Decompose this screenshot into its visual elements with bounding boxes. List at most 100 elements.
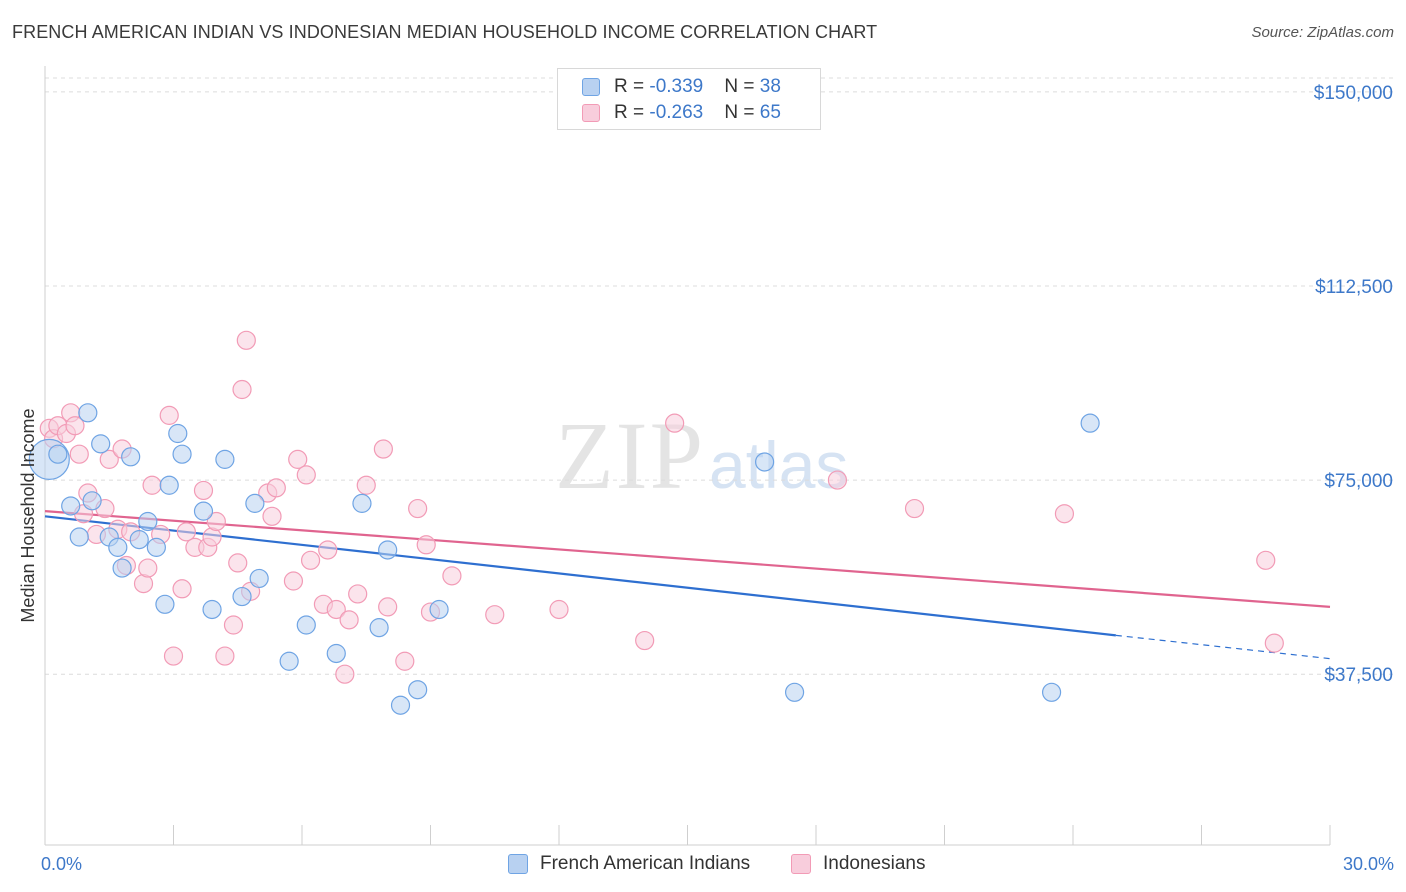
indonesians-point xyxy=(395,651,415,671)
french-american-indians-point xyxy=(138,511,158,532)
french-american-indians-point xyxy=(146,537,166,557)
french-american-indians-point xyxy=(279,651,299,671)
label-layer: $150,000 $112,500 $75,000 $37,500 0.0% 30.0% M… xyxy=(18,83,1394,874)
legend-label: French American Indians xyxy=(540,853,751,874)
french-american-indians-point xyxy=(91,434,111,454)
french-american-indians-point xyxy=(1041,682,1062,702)
indonesians-point xyxy=(159,405,179,425)
y-axis-label: Median Household Income xyxy=(18,408,38,622)
french-american-indians-point xyxy=(784,682,805,702)
indonesians-point xyxy=(485,605,505,625)
indonesians-point xyxy=(373,439,393,459)
indonesians-point xyxy=(232,379,252,400)
indonesians-trend-line xyxy=(44,510,1331,608)
french-american-indians-point xyxy=(390,695,411,715)
french-american-indians-point xyxy=(112,558,132,578)
axis-layer xyxy=(44,66,1331,846)
french-american-indians-point xyxy=(69,527,89,547)
indonesians-point xyxy=(326,599,346,620)
french-american-indians-point xyxy=(215,449,235,469)
indonesians-point xyxy=(378,597,398,617)
french-american-indians-point xyxy=(754,452,775,472)
french-american-indians-point xyxy=(61,496,81,516)
legend-r-value: -0.263 xyxy=(649,102,704,123)
legend-swatch-blue xyxy=(582,78,600,96)
french-american-indians-point xyxy=(168,423,188,444)
point-layer xyxy=(28,330,1284,715)
series-legend: French American Indians Indonesians xyxy=(0,852,1406,878)
indonesians-point xyxy=(283,571,304,591)
indonesians-point xyxy=(266,478,286,498)
indonesians-point xyxy=(549,599,569,620)
indonesians-point xyxy=(163,646,184,666)
french-american-indians-point xyxy=(249,568,269,589)
french-american-indians-point xyxy=(429,599,449,620)
french-american-indians-point xyxy=(326,643,346,664)
indonesians-point xyxy=(228,553,248,573)
french-american-indians-point xyxy=(121,447,141,467)
french-american-indians-point xyxy=(82,491,102,511)
indonesians-point xyxy=(215,646,235,666)
indonesians-point xyxy=(69,444,89,464)
chart-title: FRENCH AMERICAN INDIAN VS INDONESIAN MED… xyxy=(12,22,878,42)
indonesians-point xyxy=(193,480,214,501)
indonesians-point xyxy=(1256,550,1276,570)
indonesians-point xyxy=(236,330,256,350)
indonesians-point xyxy=(356,475,376,495)
indonesians-point xyxy=(296,465,316,485)
y-tick-label: $75,000 xyxy=(1324,471,1393,492)
legend-swatch-pink xyxy=(791,854,811,874)
y-tick-label: $112,500 xyxy=(1315,277,1393,298)
legend-swatch-blue xyxy=(508,854,528,874)
indonesians-point xyxy=(408,498,428,519)
french-american-indians-trend-line xyxy=(44,515,1116,637)
legend-r-label: R = xyxy=(614,102,650,123)
indonesians-point xyxy=(416,535,436,555)
french-american-indians-point xyxy=(159,475,179,495)
legend-label: Indonesians xyxy=(823,853,926,874)
legend-r-value: -0.339 xyxy=(649,76,704,97)
indonesians-point xyxy=(348,584,368,604)
indonesians-point xyxy=(335,664,355,684)
indonesians-point xyxy=(665,413,685,433)
legend-n-value: 38 xyxy=(759,76,781,97)
french-american-indians-point xyxy=(378,540,398,560)
indonesians-point xyxy=(288,449,308,469)
legend-n-label: N = xyxy=(724,76,760,97)
indonesians-point xyxy=(172,579,192,599)
x-tick-label: 30.0% xyxy=(1343,854,1394,874)
french-american-indians-point xyxy=(172,444,192,464)
y-tick-label: $37,500 xyxy=(1324,665,1393,686)
indonesians-point xyxy=(223,615,244,635)
french-american-indians-point xyxy=(296,615,316,635)
french-american-indians-point xyxy=(108,537,128,557)
indonesians-point xyxy=(262,506,282,526)
french-american-indians-point xyxy=(232,586,252,607)
indonesians-point xyxy=(176,522,196,542)
indonesians-point xyxy=(318,540,338,560)
source-credit: Source: ZipAtlas.com xyxy=(1251,24,1394,41)
indonesians-point xyxy=(1054,504,1075,524)
french-american-indians-point xyxy=(193,501,214,521)
indonesians-point xyxy=(904,498,925,519)
correlation-legend: R = -0.339 N = 38 R = -0.263 N = 65 xyxy=(557,68,821,130)
french-american-indians-point xyxy=(408,680,428,700)
french-american-indians-trend-extension xyxy=(1115,634,1331,660)
french-american-indians-point xyxy=(245,493,265,513)
indonesians-point xyxy=(206,511,226,532)
french-american-indians-point xyxy=(202,599,222,620)
french-american-indians-point xyxy=(369,618,389,638)
indonesians-point xyxy=(99,449,119,469)
y-tick-label: $150,000 xyxy=(1314,83,1393,104)
french-american-indians-point xyxy=(78,403,98,423)
trend-layer xyxy=(44,510,1331,660)
x-tick-label: 0.0% xyxy=(41,854,82,874)
legend-n-value: 65 xyxy=(759,102,781,123)
french-american-indians-point xyxy=(129,530,149,550)
french-american-indians-point xyxy=(352,493,372,513)
indonesians-point xyxy=(442,566,462,586)
french-american-indians-point xyxy=(155,594,175,614)
indonesians-point xyxy=(1264,633,1284,653)
legend-n-label: N = xyxy=(724,102,760,123)
